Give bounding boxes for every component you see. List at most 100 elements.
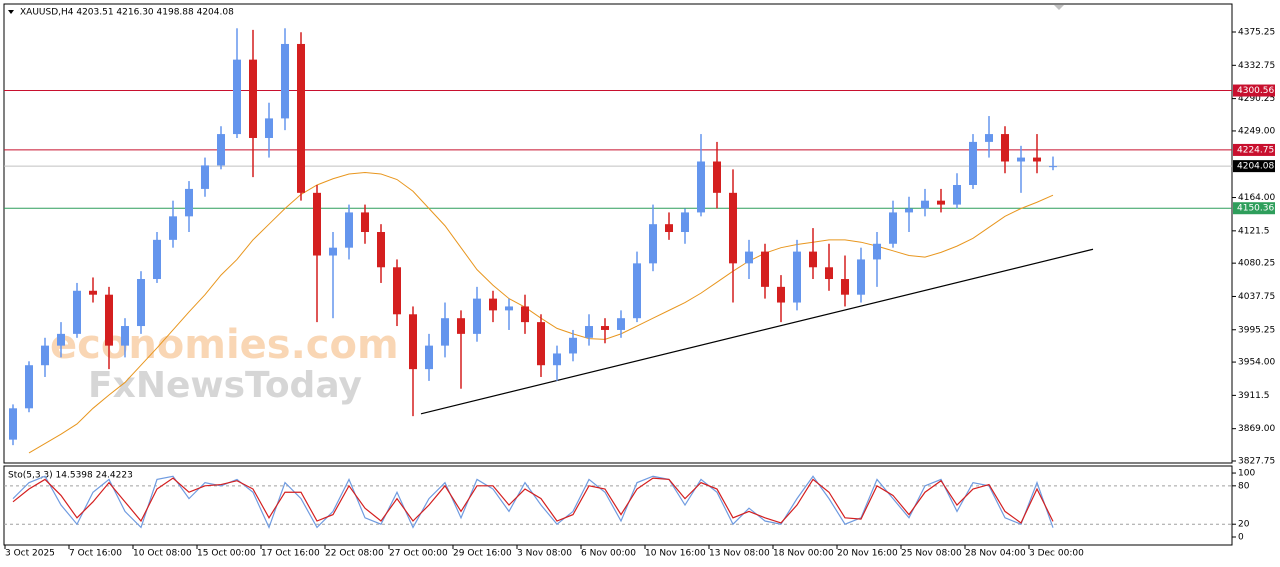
candle-body: [857, 259, 865, 295]
y-tick-label: 4332.75: [1238, 61, 1275, 71]
x-tick-label: 10 Oct 08:00: [133, 549, 192, 559]
y-tick-label: 4037.75: [1238, 292, 1275, 302]
candle-body: [713, 161, 721, 193]
candle-body: [1049, 166, 1057, 168]
candle-body: [313, 192, 321, 256]
x-tick-label: 13 Nov 08:00: [709, 549, 770, 559]
candle-body: [521, 306, 529, 323]
candle-body: [489, 298, 497, 311]
candle-body: [89, 290, 97, 295]
candle-body: [137, 279, 145, 327]
x-tick-label: 17 Oct 16:00: [261, 549, 320, 559]
y-tick-label: 4249.00: [1238, 126, 1275, 136]
x-tick-label: 27 Oct 00:00: [389, 549, 448, 559]
price-level-box: [1233, 202, 1275, 215]
y-tick-label: 4080.25: [1238, 259, 1275, 269]
candle-body: [649, 224, 657, 264]
candle-body: [681, 212, 689, 233]
candle-body: [441, 318, 449, 346]
candle-body: [57, 333, 65, 346]
x-tick-label: 18 Nov 00:00: [773, 549, 834, 559]
candle-body: [969, 141, 977, 185]
x-tick-label: 3 Nov 08:00: [517, 549, 572, 559]
x-tick-label: 7 Oct 16:00: [69, 549, 122, 559]
y-tick-label: 4290.25: [1238, 94, 1275, 104]
candle-body: [793, 251, 801, 303]
candle-body: [905, 208, 913, 213]
candle-body: [233, 59, 241, 135]
x-tick-label: 29 Oct 16:00: [453, 549, 512, 559]
candle-body: [121, 326, 129, 346]
y-tick-label: 4121.5: [1238, 226, 1270, 236]
candle-body: [9, 408, 17, 440]
candle-body: [889, 212, 897, 244]
candle-body: [425, 345, 433, 370]
candle-body: [329, 247, 337, 256]
candle-body: [777, 286, 785, 303]
candle-body: [809, 251, 817, 268]
candle-body: [617, 318, 625, 330]
candle-body: [153, 239, 161, 280]
candle-body: [745, 251, 753, 264]
stochastic-line: [12, 477, 1054, 524]
x-tick-label: 10 Nov 16:00: [645, 549, 706, 559]
candle-body: [201, 165, 209, 189]
x-tick-label: 25 Nov 08:00: [901, 549, 962, 559]
x-tick-label: 22 Oct 08:00: [325, 549, 384, 559]
candle-body: [377, 232, 385, 268]
x-tick-label: 15 Oct 00:00: [197, 549, 256, 559]
x-tick-label: 6 Nov 00:00: [581, 549, 636, 559]
x-tick-label: 3 Dec 00:00: [1029, 549, 1084, 559]
candle-body: [473, 298, 481, 334]
candle-body: [585, 326, 593, 338]
stochastic-title: Sto(5,3,3) 14.5398 24.4223: [8, 471, 133, 481]
price-level-label: 4204.08: [1237, 162, 1274, 172]
candle-body: [41, 345, 49, 366]
candle-body: [601, 326, 609, 330]
candle-body: [249, 59, 257, 138]
candle-body: [1001, 134, 1009, 162]
candle-body: [25, 365, 33, 409]
price-panel: [3, 3, 1233, 464]
candle-body: [1017, 157, 1025, 162]
y-tick-label: 4375.25: [1238, 28, 1275, 38]
candle-body: [169, 216, 177, 240]
candle-body: [537, 322, 545, 366]
watermark: FxNewsToday: [88, 365, 362, 406]
price-level-box: [1233, 143, 1275, 156]
y-tick-label: 3911.5: [1238, 391, 1270, 401]
candle-body: [505, 306, 513, 311]
price-level-label: 4150.36: [1237, 204, 1274, 214]
candle-body: [1033, 157, 1041, 162]
candle-body: [729, 192, 737, 264]
candle-body: [297, 43, 305, 193]
candle-body: [937, 200, 945, 205]
title-arrow: [8, 10, 14, 14]
candle-body: [73, 290, 81, 334]
price-level-label: 4300.56: [1237, 86, 1274, 96]
candle-body: [281, 43, 289, 119]
y-tick-label: 4164.00: [1238, 193, 1275, 203]
candle-body: [985, 134, 993, 142]
candle-body: [633, 263, 641, 319]
stochastic-panel: [3, 465, 1233, 546]
y-tick-label: 3995.25: [1238, 325, 1275, 335]
candle-body: [953, 184, 961, 205]
candle-body: [345, 212, 353, 248]
candle-body: [665, 224, 673, 233]
x-tick-label: 3 Oct 2025: [5, 549, 55, 559]
price-level-label: 4224.75: [1237, 145, 1274, 155]
chart-title: XAUUSD,H4 4203.51 4216.30 4198.88 4204.0…: [20, 8, 234, 18]
candle-body: [265, 118, 273, 138]
candle-body: [553, 353, 561, 366]
candle-body: [569, 337, 577, 354]
y-tick-label: 100: [1238, 469, 1255, 479]
y-tick-label: 20: [1238, 520, 1250, 530]
y-tick-label: 3869.00: [1238, 424, 1275, 434]
y-tick-label: 0: [1238, 533, 1244, 543]
y-tick-label: 3954.00: [1238, 358, 1275, 368]
candle-body: [921, 200, 929, 209]
watermark: economies.com: [50, 322, 399, 368]
shift-marker: [1054, 5, 1064, 10]
